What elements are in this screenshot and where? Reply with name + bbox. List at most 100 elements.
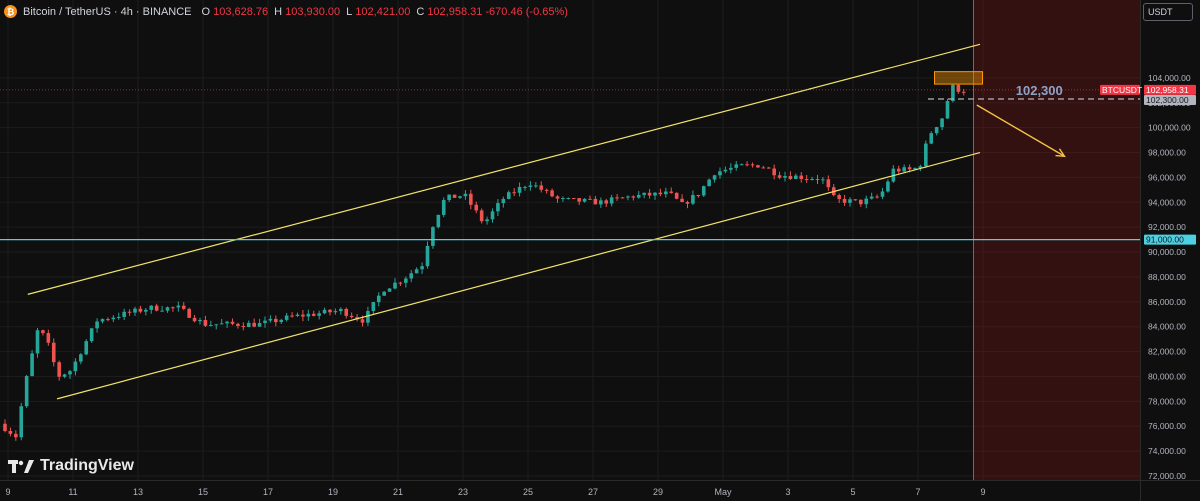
candle-body [918, 166, 923, 169]
candle-body [257, 323, 262, 327]
candle-body [339, 308, 343, 312]
price-tick-label: 98,000.00 [1148, 148, 1186, 158]
candle-body [366, 310, 370, 323]
candle-body [799, 175, 804, 180]
price-tick-label: 86,000.00 [1148, 297, 1186, 307]
candle-body [604, 200, 609, 204]
candle-body [89, 328, 94, 342]
candle-body [777, 175, 782, 178]
candle-body [723, 169, 728, 172]
candle-body [268, 318, 273, 321]
symbol-name[interactable]: Bitcoin / TetherUS · 4h · BINANCE [23, 5, 192, 18]
candle-body [230, 321, 235, 324]
low-label: L [346, 5, 353, 18]
low-value: 102,421.00 [355, 5, 411, 18]
candle-body [219, 323, 224, 325]
target-price-bg [1144, 95, 1196, 106]
price-tick-label: 80,000.00 [1148, 371, 1186, 381]
tradingview-logo-text: TradingView [40, 457, 134, 474]
candle-body [555, 196, 560, 199]
ticker-label-text: BTCUSDT [1102, 85, 1142, 95]
candle-body [810, 179, 814, 181]
candle-body [8, 431, 13, 434]
candle-body [626, 196, 630, 198]
price-tick-label: 82,000.00 [1148, 347, 1186, 357]
candle-body [490, 211, 495, 220]
candle-body [236, 323, 240, 326]
candle-body [761, 167, 766, 169]
candle-body [528, 185, 533, 187]
candle-body [447, 194, 451, 201]
candle-body [474, 204, 479, 211]
candle-body [436, 214, 441, 228]
top-highlight-box [934, 71, 983, 85]
candle-body [187, 308, 191, 318]
price-tick-label: 96,000.00 [1148, 172, 1186, 182]
candle-body [106, 319, 110, 321]
candle-body [46, 333, 51, 343]
candle-body [311, 313, 316, 316]
candle-body [907, 167, 912, 170]
price-tick-label: 104,000.00 [1148, 73, 1191, 83]
candle-body [842, 198, 847, 203]
candle-body [869, 196, 874, 199]
candle-body [73, 361, 78, 372]
candle-body [463, 193, 468, 197]
currency-selector[interactable]: USDT [1143, 3, 1193, 21]
time-tick-label: 3 [785, 487, 790, 497]
time-tick-label: 9 [5, 487, 10, 497]
candle-body [636, 194, 641, 198]
candle-body [263, 320, 267, 324]
candle-body [718, 171, 722, 176]
candle-body [30, 353, 34, 377]
candle-body [344, 308, 349, 316]
candle-body [772, 168, 776, 176]
candle-body [674, 192, 679, 199]
candle-body [62, 374, 67, 377]
high-value: 103,930.00 [285, 5, 341, 18]
price-tick-label: 88,000.00 [1148, 272, 1186, 282]
candle-body [653, 192, 657, 196]
candle-body [144, 309, 148, 312]
candle-body [154, 305, 159, 311]
candle-body [739, 164, 744, 166]
candle-body [582, 198, 587, 202]
candle-body [951, 84, 955, 102]
candle-body [133, 308, 137, 313]
candle-body [821, 179, 825, 181]
price-tick-label: 100,000.00 [1148, 123, 1191, 133]
candle-body [550, 190, 554, 197]
candle-body [290, 315, 294, 317]
candle-body [837, 195, 841, 199]
price-tick-label: 94,000.00 [1148, 197, 1186, 207]
candle-body [165, 307, 170, 311]
close-label: C [416, 5, 425, 18]
candle-body [658, 192, 663, 195]
candle-body [664, 191, 668, 195]
candle-body [51, 342, 56, 363]
candle-body [815, 179, 820, 181]
candle-body [301, 314, 305, 317]
candle-body [398, 282, 403, 284]
price-tick-label: 78,000.00 [1148, 396, 1186, 406]
close-value: 102,958.31 [427, 5, 483, 18]
candle-body [24, 376, 29, 407]
tradingview-logo[interactable]: TradingView [8, 457, 134, 475]
currency-label: USDT [1148, 7, 1173, 17]
open-label: O [201, 5, 211, 18]
candle-body [306, 313, 311, 317]
candle-body [588, 198, 592, 200]
candle-body [160, 310, 164, 312]
candle-body [100, 319, 105, 322]
candle-body [853, 199, 858, 201]
candle-body [360, 319, 365, 323]
time-tick-label: May [714, 487, 732, 497]
candle-body [203, 320, 208, 326]
candle-body [404, 278, 408, 283]
time-tick-label: 19 [328, 487, 338, 497]
candles [3, 83, 966, 441]
candle-body [138, 308, 143, 312]
candle-body [599, 200, 603, 205]
candle-body [274, 318, 278, 323]
